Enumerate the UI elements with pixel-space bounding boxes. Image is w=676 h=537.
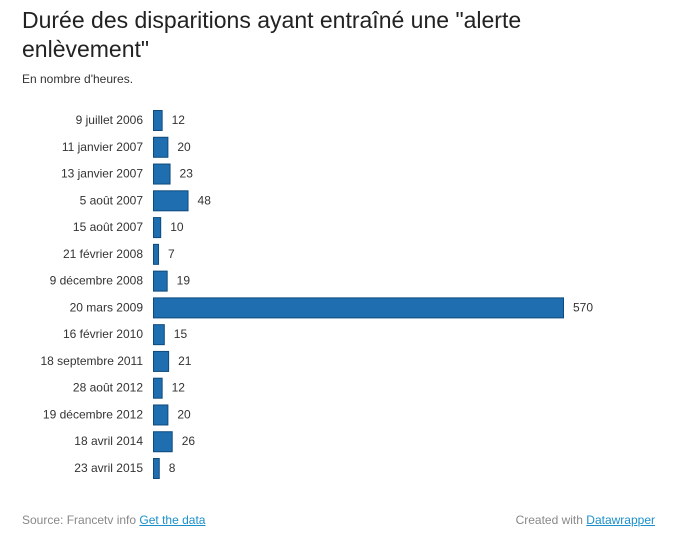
category-label: 13 janvier 2007 (61, 167, 143, 181)
value-label: 8 (169, 461, 176, 475)
value-label: 20 (177, 407, 191, 421)
value-label: 12 (172, 381, 186, 395)
footer-source: Source: Francetv info Get the data (22, 513, 205, 527)
category-label: 5 août 2007 (80, 193, 144, 207)
bar (153, 350, 170, 372)
bar (153, 110, 163, 131)
get-the-data-link[interactable]: Get the data (139, 513, 206, 527)
value-label: 15 (174, 327, 188, 341)
category-label: 18 septembre 2011 (40, 354, 143, 368)
value-label: 26 (182, 434, 196, 448)
value-label: 570 (573, 300, 593, 314)
value-label: 48 (198, 193, 212, 207)
category-label: 15 août 2007 (73, 220, 143, 234)
category-label: 18 avril 2014 (74, 434, 143, 448)
bar (153, 377, 163, 399)
bar (153, 324, 165, 346)
category-label: 20 mars 2009 (70, 300, 144, 314)
bar (153, 431, 173, 453)
category-label: 9 juillet 2006 (76, 113, 144, 127)
category-label: 28 août 2012 (73, 381, 143, 395)
footer-credit: Created with Datawrapper (516, 513, 655, 527)
category-label: 11 janvier 2007 (62, 140, 143, 154)
value-label: 23 (180, 167, 194, 181)
value-label: 19 (177, 274, 191, 288)
bar (153, 190, 189, 212)
category-label: 21 février 2008 (63, 247, 143, 261)
bar (153, 136, 169, 158)
source-text: Source: Francetv info (22, 513, 137, 527)
bar (153, 163, 171, 185)
category-label: 23 avril 2015 (74, 461, 143, 475)
chart-title: Durée des disparitions ayant entraîné un… (22, 7, 522, 62)
value-label: 12 (172, 113, 186, 127)
datawrapper-link[interactable]: Datawrapper (586, 513, 655, 527)
created-with-text: Created with (515, 513, 583, 527)
bar (153, 270, 168, 292)
chart-subtitle: En nombre d'heures. (22, 72, 134, 86)
category-label: 16 février 2010 (63, 327, 143, 341)
bar (153, 297, 564, 319)
bar (153, 458, 160, 480)
bar (153, 404, 169, 426)
value-label: 21 (178, 354, 192, 368)
bar (153, 217, 162, 239)
value-label: 7 (168, 247, 175, 261)
value-label: 20 (177, 140, 191, 154)
value-label: 10 (170, 220, 184, 234)
category-label: 19 décembre 2012 (43, 407, 143, 421)
category-label: 9 décembre 2008 (50, 274, 144, 288)
bar (153, 243, 160, 265)
